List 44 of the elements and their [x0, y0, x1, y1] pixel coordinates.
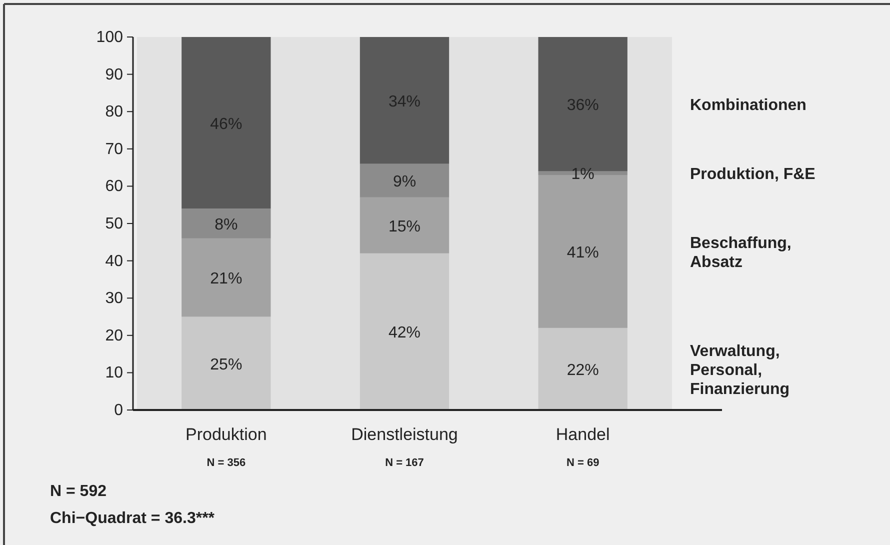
data-label: 25%: [210, 356, 242, 374]
y-tick-label: 40: [105, 252, 124, 270]
text: Kombinationen: [690, 97, 806, 114]
data-label: 21%: [210, 270, 242, 288]
data-label: 9%: [392, 174, 416, 191]
text: Produktion, F&E: [690, 166, 816, 184]
text: N = 167: [385, 457, 424, 469]
text: N = 592: [50, 483, 107, 500]
bar: [360, 164, 450, 198]
y-tick-label: 80: [105, 104, 124, 121]
data-label: 34%: [388, 93, 421, 110]
x-tick-label: Produktion: [186, 425, 267, 444]
text: Chi−Quadrat = 36.3***: [50, 510, 216, 527]
data-label: 8%: [214, 216, 238, 234]
x-tick-label: Handel: [556, 425, 610, 444]
data-label: 22%: [566, 362, 599, 379]
y-tick-label: 60: [105, 178, 124, 196]
x-tick-label: Dienstleistung: [351, 425, 458, 444]
bar: [182, 208, 271, 238]
data-label: 36%: [566, 97, 599, 114]
y-tick-label: 70: [105, 140, 124, 158]
y-tick-label: 50: [105, 216, 124, 232]
bar: [360, 197, 450, 254]
text: N = 356: [206, 457, 246, 469]
data-label: 1%: [571, 166, 594, 184]
text: Verwaltung, Personal, Finanzierung: [690, 342, 790, 398]
data-label: 46%: [210, 116, 242, 133]
bar: [538, 328, 628, 410]
text: N = 69: [566, 457, 600, 469]
y-tick-label: 100: [96, 29, 124, 46]
data-label: 15%: [388, 218, 421, 236]
bar: [182, 316, 271, 410]
data-label: 42%: [388, 324, 421, 342]
data-label: 41%: [566, 244, 599, 262]
bar: [360, 253, 450, 410]
bar: [182, 37, 271, 209]
y-tick-label: 30: [105, 290, 124, 308]
y-tick-label: 10: [105, 364, 124, 382]
y-tick-label: 90: [105, 66, 124, 84]
bar: [360, 37, 450, 164]
bar: [182, 238, 271, 317]
text: Beschaffung, Absatz: [690, 234, 792, 271]
y-tick-label: 20: [105, 327, 124, 344]
y-tick-label: 0: [114, 402, 124, 419]
